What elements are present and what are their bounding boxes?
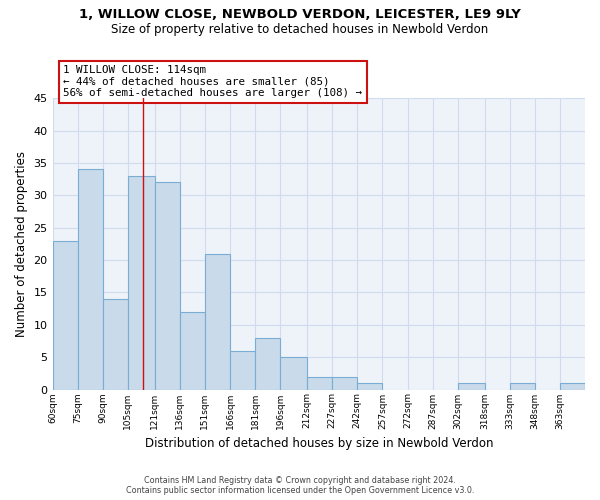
Bar — [458, 383, 485, 390]
X-axis label: Distribution of detached houses by size in Newbold Verdon: Distribution of detached houses by size … — [145, 437, 493, 450]
Y-axis label: Number of detached properties: Number of detached properties — [15, 151, 28, 337]
Bar — [230, 350, 255, 390]
Bar — [103, 299, 128, 390]
Bar — [77, 170, 103, 390]
Bar — [53, 240, 77, 390]
Bar — [255, 338, 280, 390]
Bar — [155, 182, 180, 390]
Bar — [180, 312, 205, 390]
Text: 1, WILLOW CLOSE, NEWBOLD VERDON, LEICESTER, LE9 9LY: 1, WILLOW CLOSE, NEWBOLD VERDON, LEICEST… — [79, 8, 521, 20]
Bar — [128, 176, 155, 390]
Bar — [280, 357, 307, 390]
Bar — [205, 254, 230, 390]
Bar — [307, 376, 332, 390]
Bar — [332, 376, 357, 390]
Bar — [509, 383, 535, 390]
Bar — [357, 383, 382, 390]
Text: Contains HM Land Registry data © Crown copyright and database right 2024.
Contai: Contains HM Land Registry data © Crown c… — [126, 476, 474, 495]
Text: Size of property relative to detached houses in Newbold Verdon: Size of property relative to detached ho… — [112, 22, 488, 36]
Bar — [560, 383, 585, 390]
Text: 1 WILLOW CLOSE: 114sqm
← 44% of detached houses are smaller (85)
56% of semi-det: 1 WILLOW CLOSE: 114sqm ← 44% of detached… — [63, 65, 362, 98]
